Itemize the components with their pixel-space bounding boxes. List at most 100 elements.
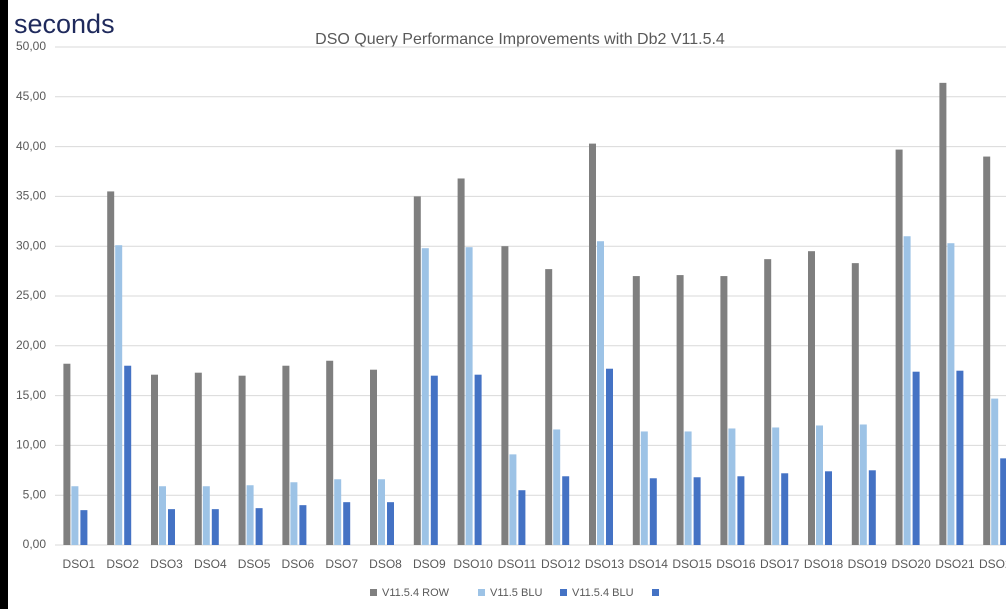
x-tick-label: DSO18 [804,557,844,571]
bar [71,486,79,545]
x-tick-label: DSO9 [413,557,446,571]
bar [80,510,88,545]
bar [202,486,210,545]
y-tick-label: 45,00 [16,89,46,103]
bar [553,429,561,545]
bar [562,476,570,545]
legend-label: V11.5.4 ROW [382,587,450,599]
x-tick-label: DSO11 [498,557,537,571]
bar [737,476,745,545]
x-tick-label: DSO19 [848,557,888,571]
bar [378,479,385,545]
bar [903,236,911,546]
y-tick-label: 40,00 [16,139,46,153]
bar [124,365,132,545]
bar [781,473,789,545]
x-tick-label: DSO6 [282,557,315,571]
bar [649,478,657,545]
x-tick-label: DSO1 [63,557,96,571]
bar [912,371,920,545]
x-tick-label: DSO12 [541,557,581,571]
bar [728,428,736,545]
bar [509,454,517,545]
y-tick-label: 35,00 [16,189,46,203]
bar [676,275,684,545]
bar [693,477,701,545]
bar [501,246,509,545]
x-tick-label: DSO10 [453,557,493,571]
bar [255,508,263,545]
bar [808,251,815,545]
bar [326,360,334,545]
bar [825,471,832,545]
bar [159,486,166,545]
bar [151,374,158,545]
bar [518,490,526,545]
x-tick-label: DSO7 [325,557,358,571]
x-tick-label: DSO21 [935,557,975,571]
bar [640,431,648,545]
bar [421,248,429,545]
bar [334,479,342,545]
bar [545,269,553,545]
bar [816,425,823,545]
bar [606,368,613,545]
bar [1000,458,1006,545]
bar [764,259,772,545]
x-tick-label: DSO14 [629,557,669,571]
bar [991,398,999,545]
bar [859,424,867,545]
bar [246,485,254,545]
x-tick-label: DSO22 [979,557,1006,571]
x-tick-label: DSO5 [238,557,271,571]
legend-swatch [478,589,485,596]
x-tick-label: DSO8 [369,557,402,571]
legend-swatch [652,589,659,596]
bar [430,375,438,545]
bar [772,427,780,545]
bar [851,263,859,545]
x-tick-label: DSO2 [106,557,139,571]
bar [211,509,219,545]
y-tick-label: 10,00 [16,438,46,452]
bar [684,431,692,545]
bar [168,509,175,545]
y-tick-label: 15,00 [16,388,46,402]
bar [457,178,465,546]
x-tick-label: DSO13 [585,557,625,571]
chart-title: DSO Query Performance Improvements with … [315,31,725,48]
bar [299,505,307,545]
bar [387,502,394,545]
legend-label: V11.5.4 BLU [572,587,634,599]
y-tick-label: 30,00 [16,238,46,252]
bar [465,247,473,546]
bar [282,365,290,545]
x-tick-label: DSO4 [194,557,227,571]
legend-swatch [370,589,377,596]
left-border [0,0,8,609]
bar [939,82,947,545]
bar [983,156,991,545]
bar [343,502,351,545]
y-tick-label: 5,00 [23,487,47,501]
unit-label: seconds [14,9,115,39]
x-tick-label: DSO3 [150,557,183,571]
bar [370,369,377,545]
bar [474,374,482,545]
bar [589,143,596,545]
x-tick-label: DSO15 [672,557,712,571]
bar [107,191,115,546]
bar [895,149,903,545]
y-tick-label: 50,00 [16,39,46,53]
legend-swatch [560,589,567,596]
x-tick-label: DSO20 [891,557,931,571]
bar [947,243,955,545]
bar [290,482,298,545]
bar [238,375,246,545]
bar [720,276,728,545]
y-tick-label: 25,00 [16,288,46,302]
bar [956,370,964,545]
bar [632,276,640,545]
bar [194,372,202,545]
